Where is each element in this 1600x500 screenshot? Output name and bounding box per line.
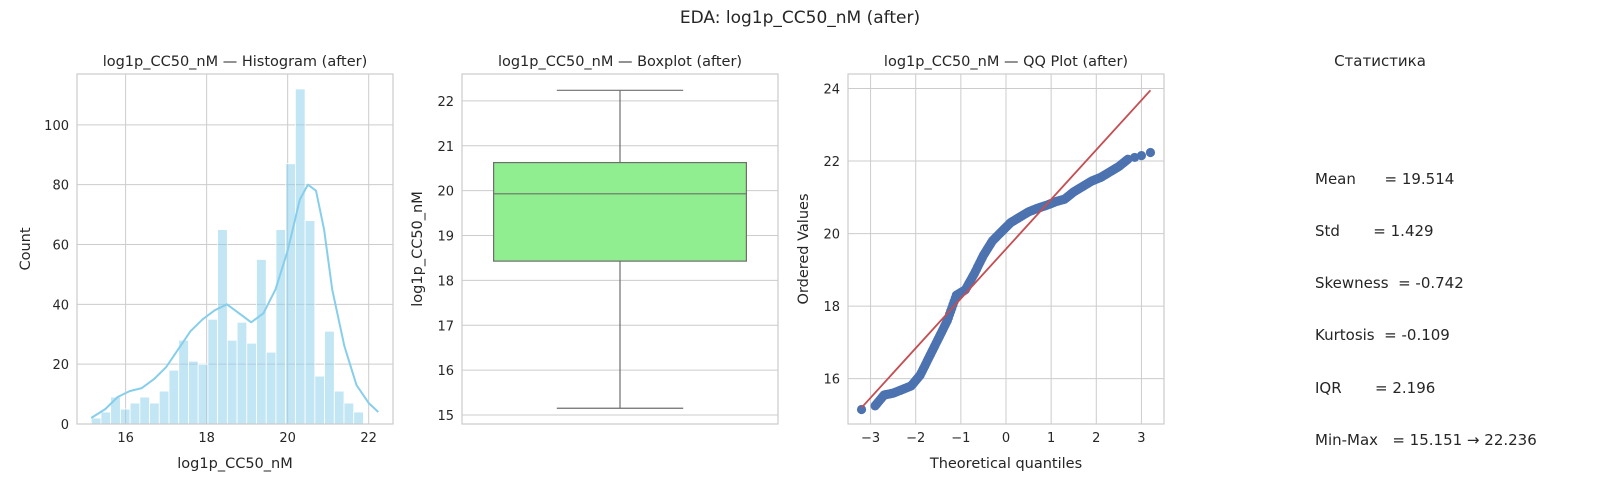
- hist-frame: [76, 73, 394, 425]
- stat-iqr: IQR = 2.196: [1315, 378, 1436, 397]
- qq-xtick-label: 0: [1002, 431, 1010, 446]
- hist-bar: [149, 402, 160, 425]
- hist-bar: [295, 88, 306, 425]
- hist-bar: [304, 220, 316, 425]
- hist-kde-line: [90, 183, 379, 419]
- box-ytick-label: 21: [437, 140, 454, 155]
- qq-xtick-label: −2: [906, 431, 925, 446]
- stat-kurtosis: Kurtosis = -0.109: [1315, 326, 1450, 345]
- stats-title: Статистика: [1334, 52, 1426, 70]
- box-ytick-label: 19: [437, 230, 454, 245]
- hist-bar: [285, 163, 296, 425]
- hist-bar: [178, 339, 189, 425]
- qq-ytick-label: 24: [823, 83, 840, 98]
- hist-bar: [188, 360, 199, 425]
- hist-title: log1p_CC50_nM — Histogram (after): [103, 54, 368, 70]
- box-ytick-label: 22: [437, 95, 454, 110]
- box-ytick-label: 15: [437, 409, 454, 424]
- qq-point: [1145, 147, 1156, 158]
- hist-bar: [168, 369, 180, 425]
- stat-min-max: Min-Max = 15.151 → 22.236: [1315, 430, 1537, 449]
- qq-ytick-label: 20: [823, 228, 840, 243]
- qq-point: [1136, 151, 1147, 161]
- figure-title: EDA: log1p_CC50_nM (after): [679, 8, 921, 28]
- hist-bar: [314, 375, 325, 425]
- hist-bar: [217, 229, 228, 425]
- hist-ytick-label: 60: [52, 239, 69, 254]
- hist-bar: [226, 339, 238, 425]
- hist-ytick-label: 20: [52, 358, 69, 373]
- hist-bar: [197, 363, 209, 425]
- stats-box: Mean = 19.514 Std = 1.429 Skewness = -0.…: [1315, 136, 1537, 467]
- qq-ylabel: Ordered Values: [796, 194, 812, 305]
- hist-bar: [158, 390, 170, 425]
- hist-ytick-label: 0: [61, 418, 69, 433]
- hist-bar: [265, 351, 277, 425]
- hist-bar: [139, 396, 150, 425]
- box-ytick-label: 18: [437, 274, 454, 289]
- hist-xtick-label: 16: [117, 431, 134, 446]
- stat-skewness: Skewness = -0.742: [1315, 274, 1464, 293]
- box-ytick-label: 16: [437, 364, 454, 379]
- box-ytick-label: 20: [437, 185, 454, 200]
- hist-bar: [333, 390, 345, 425]
- qq-reference-line: [860, 89, 1152, 409]
- box-title: log1p_CC50_nM — Boxplot (after): [498, 54, 742, 70]
- qq-xtick-label: 2: [1092, 431, 1100, 446]
- box-frame: [461, 73, 779, 425]
- qq-ytick-label: 16: [823, 373, 840, 388]
- hist-bar: [256, 259, 267, 425]
- hist-xlabel: log1p_CC50_nM: [177, 456, 292, 472]
- box-ytick-label: 17: [437, 319, 454, 334]
- hist-bar: [90, 417, 102, 425]
- hist-bar: [207, 318, 219, 425]
- box-ylabel: log1p_CC50_nM: [410, 191, 426, 306]
- hist-xtick-label: 22: [360, 431, 377, 446]
- qq-xtick-label: 3: [1137, 431, 1145, 446]
- hist-bar: [100, 411, 112, 425]
- hist-bar: [324, 330, 335, 425]
- hist-ytick-label: 40: [52, 298, 69, 313]
- hist-ylabel: Count: [18, 227, 34, 270]
- qq-title: log1p_CC50_nM — QQ Plot (after): [884, 54, 1128, 70]
- qq-point: [856, 404, 867, 415]
- hist-bar: [246, 342, 257, 425]
- hist-bar: [236, 321, 248, 425]
- box-iqr-rect: [493, 161, 748, 262]
- hist-bar: [119, 408, 131, 425]
- qq-xtick-label: −1: [951, 431, 970, 446]
- stat-std: Std = 1.429: [1315, 222, 1434, 241]
- hist-bar: [129, 402, 141, 425]
- qq-ytick-label: 18: [823, 300, 840, 315]
- stat-mean: Mean = 19.514: [1315, 169, 1455, 188]
- qq-xtick-label: 1: [1047, 431, 1055, 446]
- qq-ytick-label: 22: [823, 155, 840, 170]
- hist-xtick-label: 18: [198, 431, 215, 446]
- qq-xlabel: Theoretical quantiles: [929, 456, 1082, 472]
- hist-ytick-label: 100: [44, 119, 69, 134]
- qq-xtick-label: −3: [861, 431, 880, 446]
- hist-xtick-label: 20: [279, 431, 296, 446]
- hist-ytick-label: 80: [52, 179, 69, 194]
- hist-bar: [353, 411, 364, 425]
- hist-bar: [343, 402, 355, 425]
- qq-frame: [847, 73, 1165, 425]
